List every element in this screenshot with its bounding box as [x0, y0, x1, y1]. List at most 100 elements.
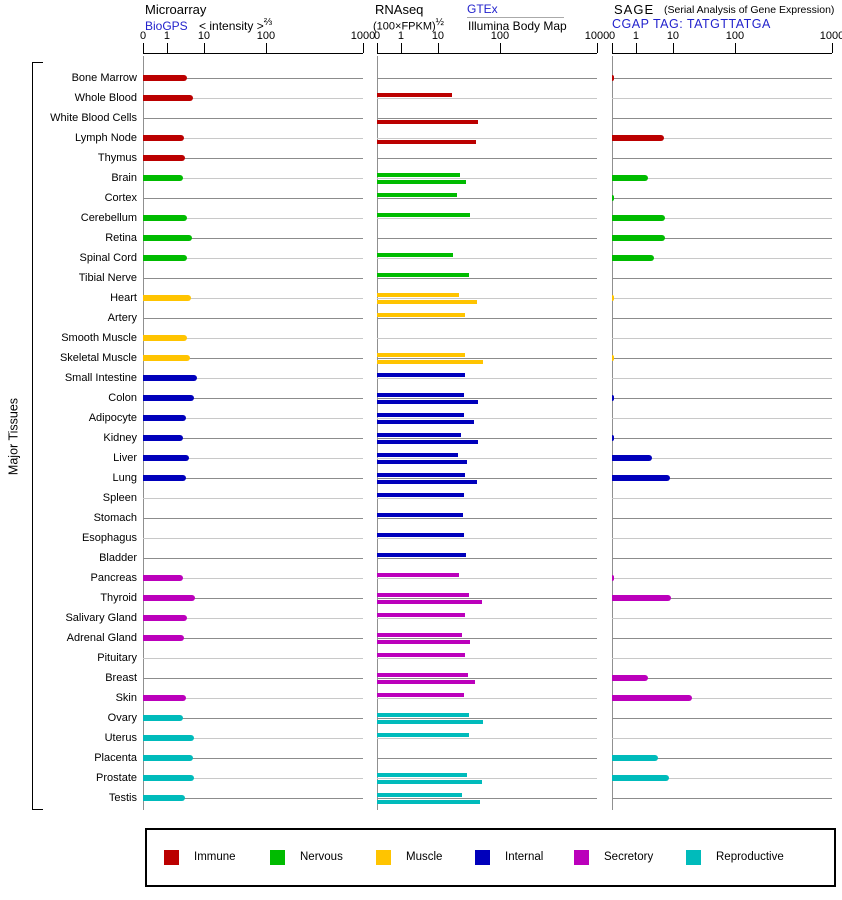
microarray-bar: [143, 135, 184, 141]
gtex-bar: [377, 613, 465, 617]
row-gridline: [612, 138, 832, 139]
microarray-scale-label: < intensity >⅔: [199, 17, 273, 33]
microarray-bar: [143, 455, 190, 461]
sage-bar: [612, 215, 665, 221]
gtex-bar: [377, 353, 465, 357]
tissue-label: Artery: [107, 312, 137, 324]
row-gridline: [377, 538, 597, 539]
sage-bar: [612, 395, 614, 401]
tissue-label: Liver: [113, 452, 137, 464]
row-gridline: [377, 438, 597, 439]
tissue-label: Small Intestine: [64, 372, 137, 384]
cgap-tag-link[interactable]: CGAP TAG: TATGTTATGA: [612, 17, 771, 31]
illumina-bar: [377, 400, 478, 404]
sage-bar: [612, 675, 649, 681]
microarray-bar: [143, 595, 195, 601]
gtex-bar: [377, 373, 466, 377]
illumina-bar: [377, 300, 478, 304]
row-gridline: [143, 458, 363, 459]
tissue-label: Pituitary: [97, 652, 137, 664]
microarray-bar: [143, 635, 185, 641]
microarray-bar: [143, 175, 183, 181]
sage-bar: [612, 435, 614, 441]
axis-tick-label: 1: [632, 30, 640, 42]
row-gridline: [612, 758, 832, 759]
row-gridline: [143, 398, 363, 399]
row-gridline: [377, 138, 597, 139]
row-gridline: [143, 738, 363, 739]
row-gridline: [377, 638, 597, 639]
row-gridline: [377, 618, 597, 619]
row-gridline: [143, 258, 363, 259]
row-gridline: [143, 98, 363, 99]
row-gridline: [143, 238, 363, 239]
row-gridline: [612, 418, 832, 419]
legend-label: Muscle: [406, 851, 443, 863]
row-gridline: [377, 78, 597, 79]
row-gridline: [143, 118, 363, 119]
tissue-label: Lung: [112, 472, 137, 484]
row-gridline: [377, 378, 597, 379]
legend-label: Nervous: [300, 851, 343, 863]
sage-bar: [612, 235, 665, 241]
row-gridline: [612, 778, 832, 779]
sage-bar: [612, 75, 614, 81]
row-gridline: [377, 198, 597, 199]
row-gridline: [377, 698, 597, 699]
illumina-bar: [377, 360, 484, 364]
microarray-bar: [143, 735, 195, 741]
row-gridline: [612, 518, 832, 519]
axis-tick: [363, 43, 364, 53]
row-gridline: [143, 378, 363, 379]
axis-tick: [377, 43, 378, 53]
row-gridline: [377, 458, 597, 459]
row-gridline: [143, 498, 363, 499]
axis-tick-label: 1000: [819, 30, 842, 42]
row-gridline: [612, 98, 832, 99]
row-gridline: [612, 78, 832, 79]
axis-tick: [832, 43, 833, 53]
row-gridline: [612, 678, 832, 679]
row-gridline: [377, 278, 597, 279]
row-gridline: [377, 118, 597, 119]
row-gridline: [612, 178, 832, 179]
gtex-bar: [377, 733, 470, 737]
gtex-bar: [377, 473, 465, 477]
tissue-label: Smooth Muscle: [61, 332, 137, 344]
row-gridline: [612, 638, 832, 639]
row-gridline: [143, 578, 363, 579]
row-gridline: [612, 278, 832, 279]
gtex-bar: [377, 173, 460, 177]
tissue-label: Esophagus: [81, 532, 137, 544]
microarray-bar: [143, 95, 194, 101]
row-gridline: [143, 318, 363, 319]
row-gridline: [377, 738, 597, 739]
microarray-bar: [143, 215, 187, 221]
reproductive-legend-swatch: [686, 850, 701, 865]
row-gridline: [143, 678, 363, 679]
legend-label: Secretory: [604, 851, 654, 863]
row-gridline: [143, 758, 363, 759]
axis-tick-label: 10: [431, 30, 445, 42]
axis-tick: [499, 43, 501, 53]
panel-baseline: [143, 56, 144, 810]
tissue-label: Prostate: [96, 772, 137, 784]
gtex-bar: [377, 693, 465, 697]
row-gridline: [143, 158, 363, 159]
gtex-link[interactable]: GTEx: [467, 2, 498, 16]
row-gridline: [377, 518, 597, 519]
axis-tick-label: 10: [197, 30, 211, 42]
microarray-bar: [143, 415, 186, 421]
row-gridline: [377, 338, 597, 339]
biogps-link[interactable]: BioGPS: [145, 19, 188, 33]
row-gridline: [377, 358, 597, 359]
sage-bar: [612, 255, 654, 261]
row-gridline: [612, 218, 832, 219]
gtex-bar: [377, 673, 469, 677]
row-gridline: [612, 538, 832, 539]
row-gridline: [612, 378, 832, 379]
row-gridline: [377, 558, 597, 559]
row-gridline: [612, 798, 832, 799]
tissue-label: Adrenal Gland: [66, 632, 137, 644]
tissue-label: Cortex: [104, 192, 137, 204]
